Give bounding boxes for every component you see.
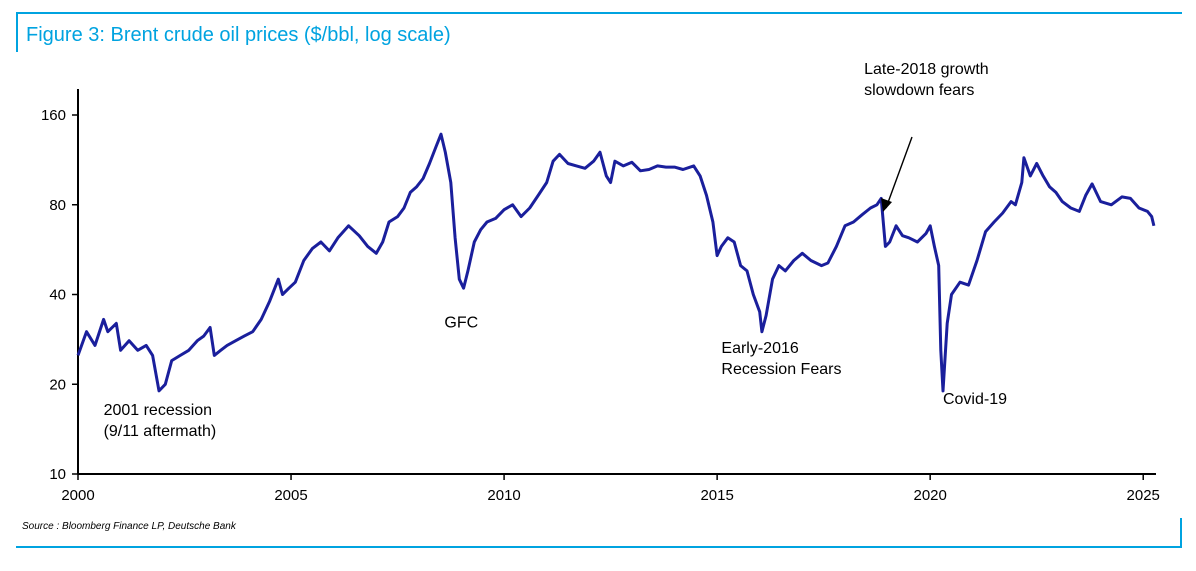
- frame-top-rule: [16, 12, 1182, 14]
- frame-left-rule: [16, 12, 18, 52]
- y-tick-group: 10 20 40 80 160: [41, 107, 78, 483]
- annotation-label: Late-2018 growth slowdown fears: [864, 61, 989, 99]
- annotation-group: 2001 recession (9/11 aftermath) GFC Early-2…: [104, 61, 1008, 440]
- annotation-arrow: [885, 136, 913, 209]
- annotation-arrowhead: [881, 198, 892, 212]
- annotation-label: 2001 recession (9/11 aftermath): [104, 402, 217, 440]
- x-tick-label: 2010: [487, 487, 520, 504]
- frame-bottom-rule: [16, 546, 1182, 548]
- annotation-line: 2001 recession: [104, 402, 213, 419]
- x-tick-label: 2025: [1127, 487, 1160, 504]
- y-tick-label: 80: [49, 197, 66, 214]
- annotation-line: Early-2016: [721, 340, 798, 357]
- x-tick-label: 2000: [61, 487, 94, 504]
- source-note: Source : Bloomberg Finance LP, Deutsche …: [22, 521, 236, 532]
- x-tick-label: 2015: [700, 487, 733, 504]
- annotation-label: Early-2016 Recession Fears: [721, 340, 841, 378]
- y-tick-label: 10: [49, 466, 66, 483]
- y-tick-label: 40: [49, 287, 66, 304]
- y-tick-label: 160: [41, 107, 66, 124]
- brent-price-line: [76, 132, 1156, 393]
- x-tick-group: 2000 2005 2010 2015 2020 2025: [61, 474, 1160, 504]
- x-tick-label: 2005: [274, 487, 307, 504]
- x-tick-label: 2020: [913, 487, 946, 504]
- y-tick-label: 20: [49, 376, 66, 393]
- annotation-line: (9/11 aftermath): [104, 423, 217, 440]
- annotation-line: GFC: [444, 315, 478, 332]
- annotation-line: Recession Fears: [721, 361, 841, 378]
- frame-right-rule: [1180, 518, 1182, 548]
- annotation-line: Covid-19: [943, 391, 1007, 408]
- chart-title: Figure 3: Brent crude oil prices ($/bbl,…: [26, 24, 451, 46]
- annotation-line: Late-2018 growth: [864, 61, 989, 78]
- annotation-label: Covid-19: [943, 391, 1007, 408]
- annotation-line: slowdown fears: [864, 82, 974, 99]
- annotation-label: GFC: [444, 315, 478, 332]
